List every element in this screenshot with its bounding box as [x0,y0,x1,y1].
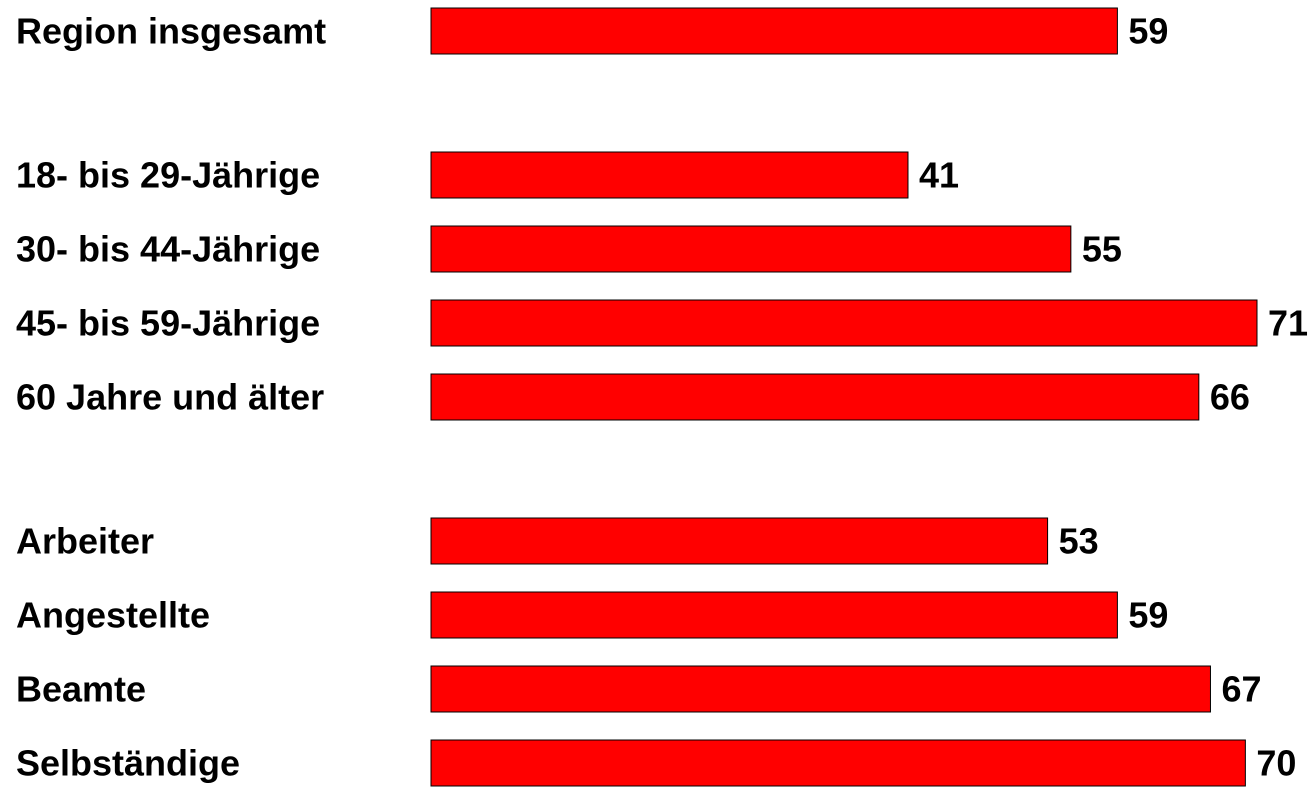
bar [430,299,1258,347]
value-label: 67 [1221,669,1261,710]
category-label: Arbeiter [16,521,154,562]
category-label: 60 Jahre und älter [16,377,324,418]
category-label: Angestellte [16,595,210,636]
value-label: 59 [1128,11,1168,52]
value-label: 53 [1059,521,1099,562]
value-label: 55 [1082,229,1122,270]
category-label: Selbständige [16,743,240,784]
bar [430,373,1200,421]
bar [430,7,1118,55]
value-label: 70 [1256,743,1296,784]
category-label: 30- bis 44-Jährige [16,229,320,270]
bar [430,665,1211,713]
bar [430,591,1118,639]
value-label: 71 [1268,303,1308,344]
value-label: 66 [1210,377,1250,418]
bar [430,517,1049,565]
category-label: Region insgesamt [16,11,326,52]
bar [430,151,909,199]
category-label: 45- bis 59-Jährige [16,303,320,344]
value-label: 41 [919,155,959,196]
bar [430,225,1072,273]
value-label: 59 [1128,595,1168,636]
category-label: 18- bis 29-Jährige [16,155,320,196]
category-label: Beamte [16,669,146,710]
bar [430,739,1246,787]
